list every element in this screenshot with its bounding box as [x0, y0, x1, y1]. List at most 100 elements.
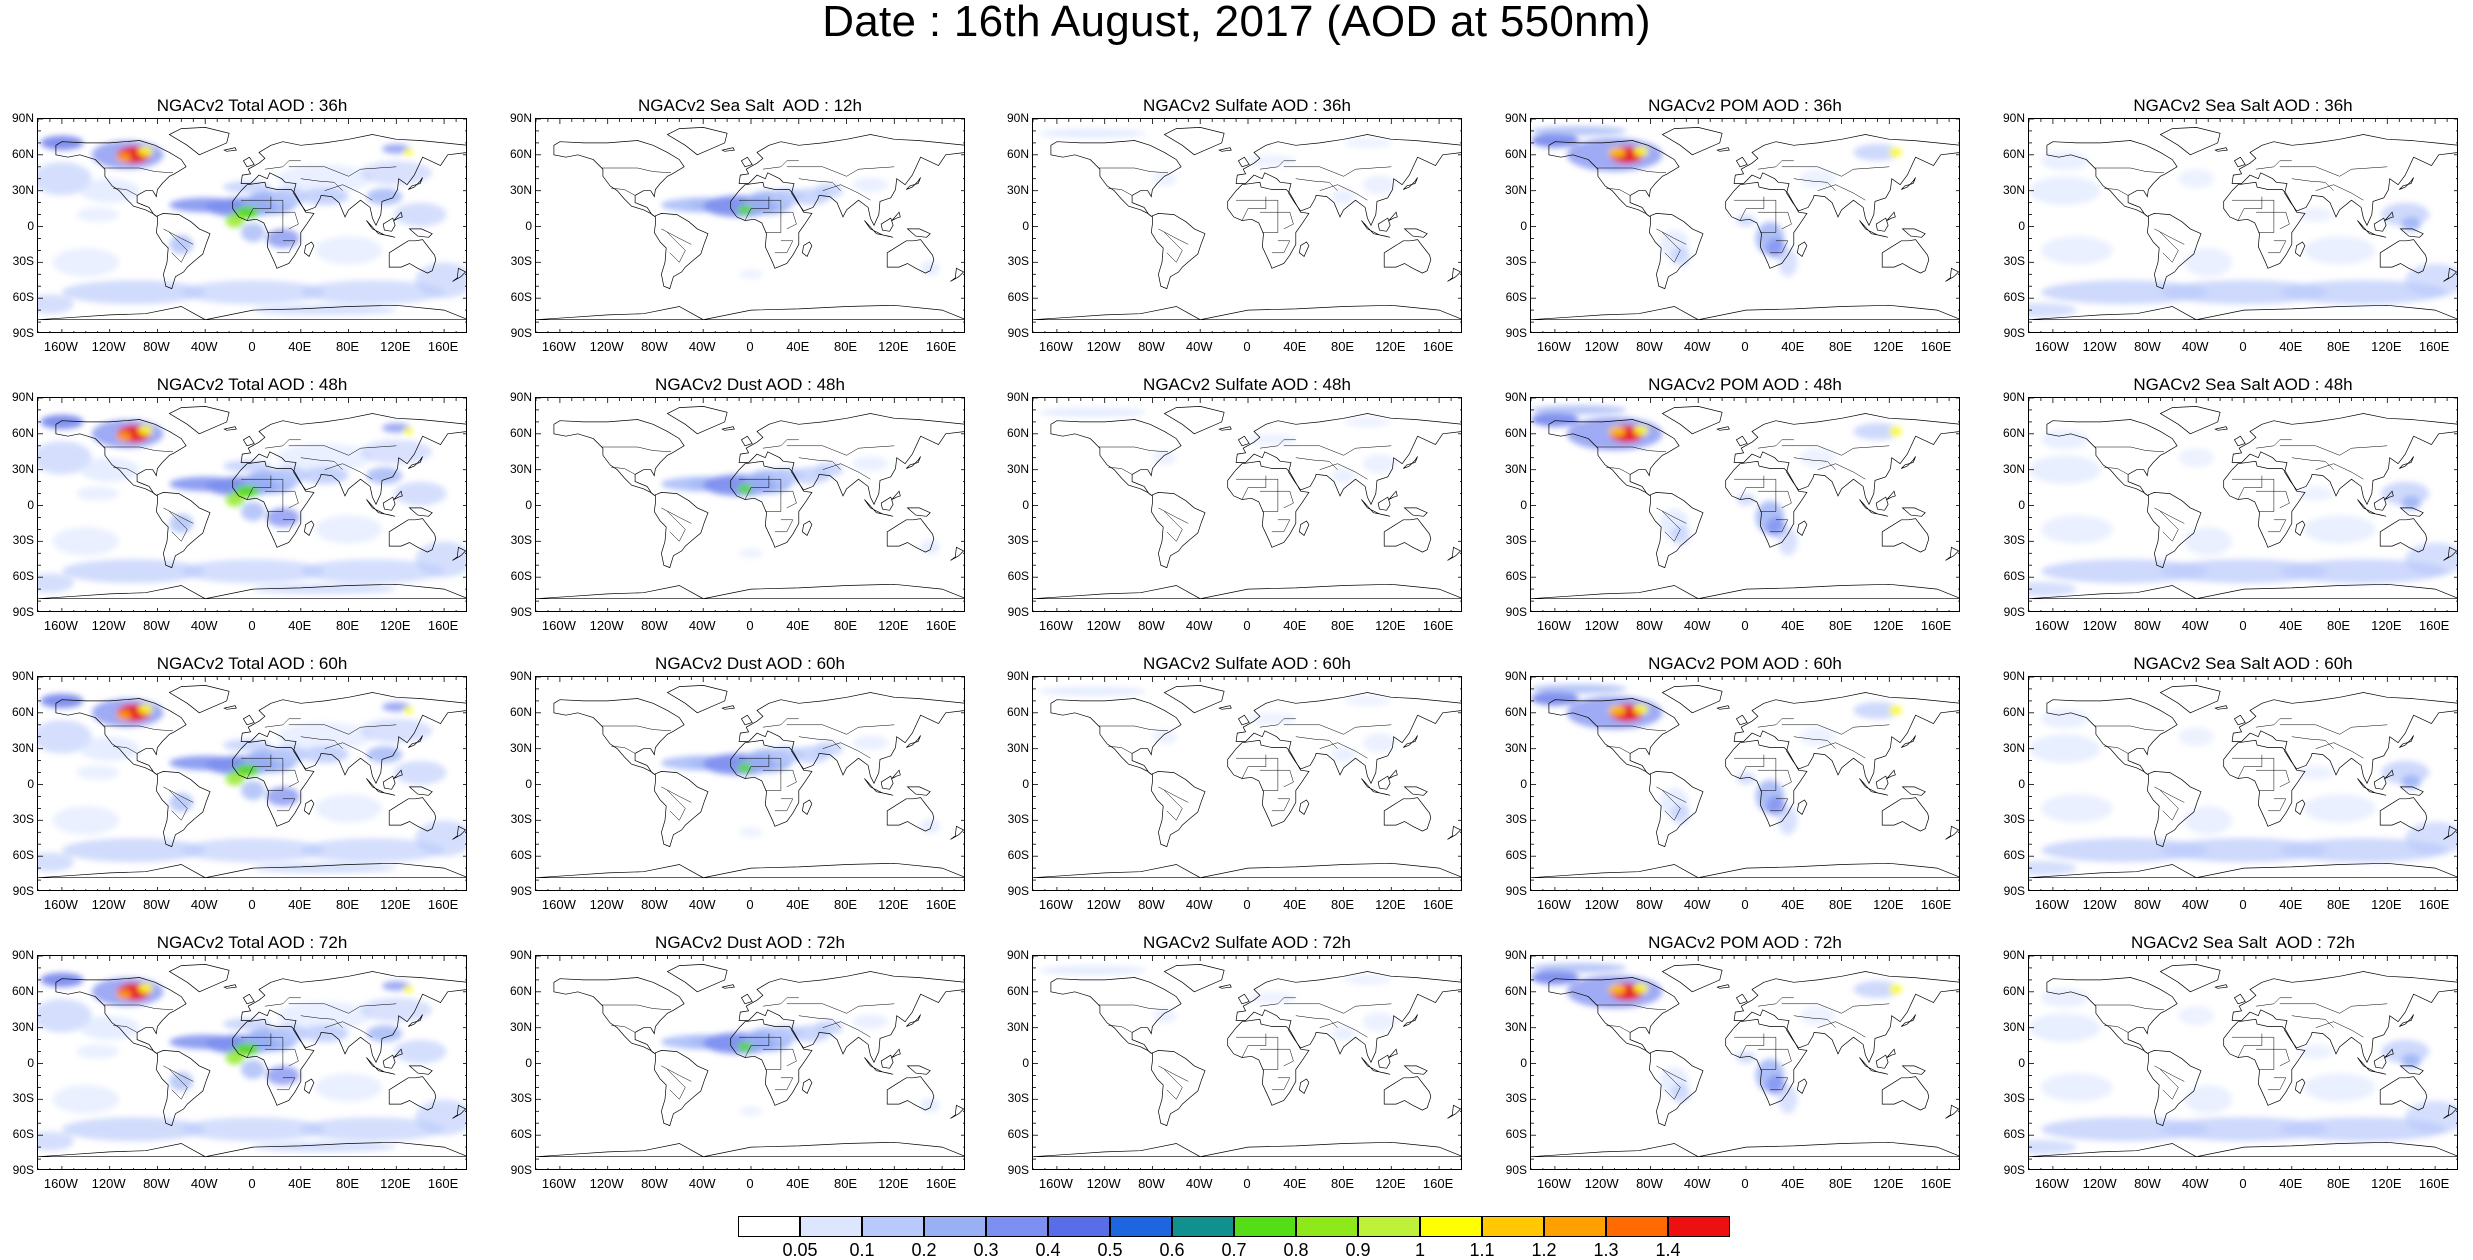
lat-tick-label: 60S: [1007, 848, 1029, 863]
lon-tick-label: 40W: [1185, 897, 1213, 912]
coastline: [232, 460, 315, 548]
aod-region: [2041, 1073, 2113, 1102]
lon-tick-label: 80W: [1636, 339, 1663, 354]
country-border: [163, 228, 194, 245]
aod-region: [1799, 448, 1836, 468]
lon-tick-label: 160E: [1920, 897, 1952, 912]
country-border: [661, 228, 692, 245]
lon-tick-label: 160W: [1536, 897, 1571, 912]
coastline: [1725, 1018, 1808, 1106]
lon-tick-label: 160E: [925, 1176, 957, 1191]
coastline: [1735, 993, 1748, 1005]
coastline: [738, 134, 964, 227]
lat-tick-label: 30N: [11, 740, 34, 755]
aod-region: [366, 467, 403, 484]
country-border: [1164, 232, 1183, 263]
colorbar-label: 1: [1414, 1240, 1425, 1260]
lat-tick-label: 30S: [1505, 1091, 1527, 1106]
aod-region: [2279, 280, 2447, 305]
lon-tick-label: 40E: [1283, 339, 1307, 354]
aod-region: [181, 559, 325, 584]
coastline: [366, 220, 396, 238]
coastline: [1661, 685, 1723, 714]
lon-tick-label: 120E: [878, 339, 909, 354]
aod-region: [1736, 214, 1756, 227]
aod-region: [2029, 455, 2101, 484]
country-border: [276, 1077, 296, 1091]
lat-tick-label: 90S: [510, 326, 532, 340]
coastline: [55, 419, 187, 497]
lon-tick-label: 120E: [1375, 618, 1406, 633]
country-border: [1158, 228, 1189, 245]
country-border: [246, 196, 272, 221]
lon-tick-label: 80W: [143, 1176, 170, 1191]
coastline: [1945, 1104, 1959, 1119]
country-border: [2267, 1077, 2287, 1091]
lat-tick-label: 30N: [1006, 461, 1029, 476]
country-border: [762, 490, 797, 509]
panel-title: NGACv2 Dust AOD : 48h: [655, 375, 845, 394]
colorbar-label: 0.4: [1035, 1240, 1061, 1260]
panel-title: NGACv2 Total AOD : 36h: [156, 96, 348, 115]
lon-tick-label: 160E: [2418, 897, 2450, 912]
coastline: [553, 977, 685, 1055]
aod-region: [270, 1024, 307, 1044]
coastline: [223, 147, 237, 152]
coastline: [1886, 490, 1896, 500]
country-border: [246, 1033, 272, 1058]
lat-tick-label: 60S: [2003, 1127, 2025, 1142]
coastline: [1648, 771, 1704, 848]
country-border: [1662, 511, 1681, 542]
coastline: [1859, 499, 1889, 517]
country-border: [1656, 786, 1687, 803]
lon-tick-label: 40E: [1283, 1176, 1307, 1191]
lon-tick-label: 40W: [1185, 618, 1213, 633]
lon-tick-label: 160W: [43, 1176, 78, 1191]
coastline: [864, 220, 894, 238]
world-map: [535, 676, 965, 891]
coastline: [2384, 769, 2394, 779]
coastline: [1797, 1078, 1808, 1094]
lat-tick-label: 90S: [510, 884, 532, 898]
aod-region: [415, 541, 466, 578]
country-border: [1817, 184, 1866, 201]
country-border: [264, 1048, 299, 1067]
country-border: [1259, 160, 1296, 170]
lon-tick-label: 120W: [91, 1176, 126, 1191]
coastline: [1163, 406, 1225, 435]
coastline: [2399, 456, 2414, 469]
country-border: [1319, 184, 1368, 201]
lat-tick-label: 90S: [1505, 884, 1527, 898]
coastline: [738, 692, 964, 785]
country-border: [2279, 166, 2388, 177]
coastline: [1859, 1057, 1889, 1075]
coastline: [730, 1018, 813, 1106]
lon-tick-label: 0: [248, 897, 256, 912]
world-map: [2028, 118, 2458, 333]
colorbar-label: 0.3: [973, 1240, 999, 1260]
lat-tick-label: 30S: [510, 812, 532, 827]
coastline: [2159, 685, 2221, 714]
aod-region: [1038, 128, 1147, 139]
map-panel: NGACv2 POM AOD : 36h 90N 60N 30N 0 30S 60S 90S 1…: [1505, 96, 1960, 363]
aod-region: [1736, 493, 1756, 506]
coastline: [1901, 456, 1916, 469]
country-border: [103, 446, 174, 453]
aod-region: [2029, 176, 2101, 205]
lat-tick-label: 60N: [1006, 704, 1029, 719]
country-border: [762, 211, 797, 230]
coastline: [382, 1054, 396, 1069]
aod-region: [300, 1117, 445, 1142]
lat-tick-label: 90S: [2003, 605, 2025, 619]
lat-tick-label: 30S: [1505, 533, 1527, 548]
country-border: [1108, 467, 1133, 475]
country-border: [2267, 798, 2287, 812]
country-border: [2315, 463, 2364, 480]
coastline: [1716, 147, 1730, 152]
lat-tick-label: 90N: [509, 390, 532, 404]
aod-region: [366, 746, 403, 763]
lon-tick-label: 80E: [1828, 618, 1853, 633]
aod-region: [1853, 981, 1902, 998]
lon-tick-label: 40W: [688, 339, 716, 354]
country-border: [744, 475, 770, 500]
